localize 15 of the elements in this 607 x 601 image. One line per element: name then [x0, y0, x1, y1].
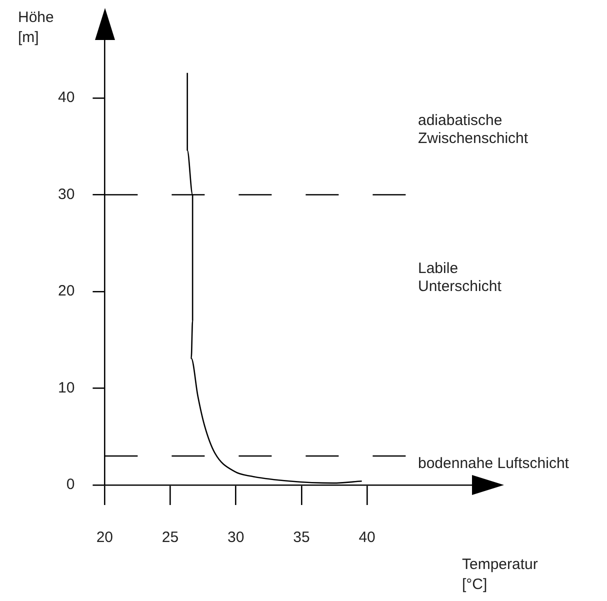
- x-tick-label: 30: [228, 529, 244, 546]
- x-tick-label: 40: [358, 529, 376, 546]
- x-tick-label: 20: [96, 529, 114, 546]
- x-axis-title: Temperatur [°C]: [462, 556, 538, 594]
- y-tick-label: 0: [66, 476, 75, 494]
- y-tick-label: 40: [58, 89, 75, 106]
- annotation: adiabatische Zwischenschicht: [418, 112, 528, 148]
- y-tick-label: 20: [58, 282, 75, 300]
- y-tick-label: 30: [58, 186, 75, 203]
- x-tick-label: 35: [293, 529, 310, 546]
- x-tick-label: 25: [162, 529, 179, 546]
- annotation: bodennahe Luftschicht: [418, 455, 569, 473]
- annotation: Labile Unterschicht: [418, 260, 502, 296]
- y-axis-title: Höhe [m]: [18, 9, 54, 46]
- y-tick-label: 10: [58, 379, 75, 396]
